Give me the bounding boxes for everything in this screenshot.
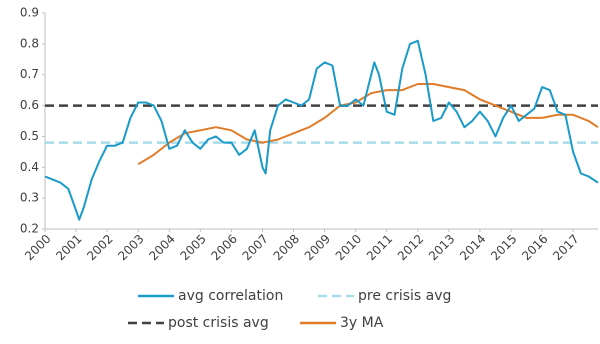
legend-label: avg correlation — [178, 288, 283, 304]
x-tick-label: 2000 — [22, 232, 53, 263]
x-tick-label: 2012 — [395, 232, 426, 263]
y-tick-label: 0.6 — [20, 98, 39, 112]
x-tick-label: 2003 — [115, 232, 146, 263]
x-tick-label: 2009 — [302, 232, 333, 263]
x-tick-label: 2004 — [146, 232, 177, 263]
legend-label: 3y MA — [340, 315, 384, 331]
x-tick-label: 2015 — [488, 232, 519, 263]
x-tick-label: 2013 — [426, 232, 457, 263]
x-tick-label: 2016 — [519, 232, 550, 263]
y-tick-label: 0.5 — [20, 129, 39, 143]
series-line — [137, 83, 599, 166]
y-tick-label: 0.3 — [20, 191, 39, 205]
x-tick-label: 2014 — [457, 232, 488, 263]
legend-label: post crisis avg — [168, 315, 269, 331]
x-tick-label: 2001 — [53, 232, 84, 263]
x-tick-label: 2017 — [550, 232, 581, 263]
x-tick-label: 2007 — [240, 232, 271, 263]
x-tick-label: 2010 — [333, 232, 364, 263]
x-tick-label: 2002 — [84, 232, 115, 263]
x-tick-label: 2006 — [209, 232, 240, 263]
y-tick-label: 0.7 — [20, 67, 39, 81]
y-tick-label: 0.2 — [20, 222, 39, 236]
x-tick-label: 2005 — [177, 232, 208, 263]
y-tick-label: 0.8 — [20, 36, 39, 50]
x-tick-label: 2011 — [364, 232, 395, 263]
series-line — [44, 39, 599, 221]
y-tick-label: 0.4 — [20, 160, 39, 174]
y-tick-label: 0.9 — [20, 6, 39, 20]
legend-label: pre crisis avg — [358, 288, 451, 304]
x-tick-label: 2008 — [271, 232, 302, 263]
